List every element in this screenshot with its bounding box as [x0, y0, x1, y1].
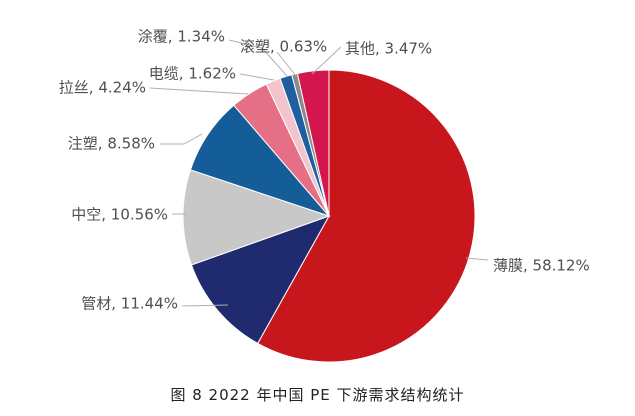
leader-lines: [149, 39, 489, 307]
slice-label-9: 其他, 3.47%: [345, 40, 432, 58]
figure-caption: 图 8 2022 年中国 PE 下游需求结构统计: [170, 386, 465, 404]
pie-chart-svg: 薄膜, 58.12% 管材, 11.44% 中空, 10.56% 注塑, 8.58% 拉…: [59, 28, 590, 363]
leader-line-1: [465, 257, 489, 261]
leader-line-7: [228, 39, 288, 77]
pie-slice-1: [257, 69, 476, 363]
leader-line-8: [276, 51, 297, 77]
slice-label-5: 拉丝, 4.24%: [59, 79, 146, 97]
slice-label-6: 电缆, 1.62%: [149, 65, 236, 83]
pie-slice-2: [190, 215, 331, 345]
pie-slice-9: [296, 69, 330, 217]
leader-line-2: [181, 304, 229, 307]
slice-label-3: 中空, 10.56%: [71, 206, 168, 224]
slice-label-8: 滚塑, 0.63%: [240, 38, 327, 56]
slice-labels: 薄膜, 58.12% 管材, 11.44% 中空, 10.56% 注塑, 8.58% 拉…: [59, 28, 590, 313]
leader-line-5: [149, 87, 249, 95]
pie-chart: 薄膜, 58.12% 管材, 11.44% 中空, 10.56% 注塑, 8.58% 拉…: [59, 28, 590, 363]
slice-label-7: 涂覆, 1.34%: [138, 28, 225, 46]
leader-line-6: [239, 73, 275, 81]
pie-slice-3: [182, 169, 331, 266]
slice-label-2: 管材, 11.44%: [81, 295, 178, 313]
slice-label-4: 注塑, 8.58%: [68, 135, 155, 153]
pie-slices: [182, 69, 476, 363]
slice-label-1: 薄膜, 58.12%: [493, 257, 590, 275]
leader-line-9: [311, 46, 342, 75]
leader-line-4: [160, 133, 203, 145]
